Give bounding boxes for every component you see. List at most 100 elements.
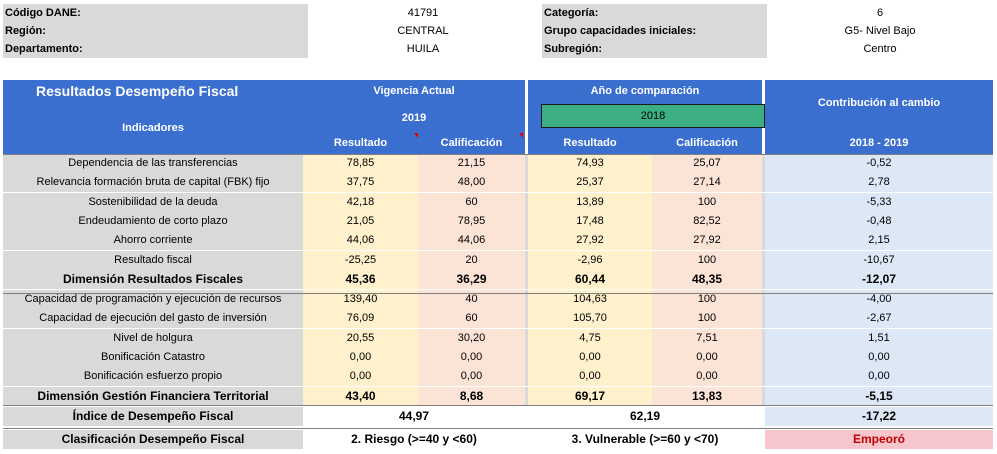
calificacion-2019: 60 xyxy=(418,192,525,212)
info-value: HUILA xyxy=(406,43,440,55)
resultado-2019: 76,09 xyxy=(303,309,418,329)
contribucion: 1,51 xyxy=(765,328,993,348)
info-value: Centro xyxy=(863,43,897,55)
resultado-2019: 21,05 xyxy=(303,211,418,231)
clasificacion-2018: 3. Vulnerable (>=60 y <70) xyxy=(528,430,762,449)
indice-row: Índice de Desempeño Fiscal 44,97 62,19 -… xyxy=(3,407,993,426)
info-row-region: Región: CENTRAL Grupo capacidades inicia… xyxy=(3,22,993,40)
table-row: Resultado fiscal -25,25 20 -2,96 100 -10,67 xyxy=(3,250,993,270)
table-row: Dependencia de las transferencias 78,85 21… xyxy=(3,154,993,173)
calificacion-2018: 0,00 xyxy=(652,348,762,367)
resultado-2018: 4,75 xyxy=(528,328,652,348)
column-gap xyxy=(525,269,528,289)
resultado-2019: 43,40 xyxy=(303,386,418,406)
contribucion: 2,15 xyxy=(765,231,993,251)
calificacion-2018: 100 xyxy=(652,192,762,212)
indicator-name: Dependencia de las transferencias xyxy=(3,154,303,173)
info-label: Código DANE: xyxy=(3,4,308,22)
calificacion-2018: 25,07 xyxy=(652,154,762,173)
info-label: Departamento: xyxy=(3,40,308,58)
calificacion-2019: 30,20 xyxy=(418,328,525,348)
calificacion-2019: 21,15 xyxy=(418,154,525,173)
resultado-2018: 69,17 xyxy=(528,386,652,406)
column-gap xyxy=(762,173,765,193)
calificacion-2019: 60 xyxy=(418,309,525,329)
info-label: Grupo capacidades iniciales: xyxy=(542,22,767,40)
contribucion: -0,48 xyxy=(765,211,993,231)
clasificacion-label: Clasificación Desempeño Fiscal xyxy=(3,430,303,449)
contribucion: -5,15 xyxy=(765,386,993,406)
calificacion-2019: 20 xyxy=(418,250,525,270)
indicator-name: Dimensión Resultados Fiscales xyxy=(3,269,303,289)
resultado-2018: 60,44 xyxy=(528,269,652,289)
calificacion-2019: 44,06 xyxy=(418,231,525,251)
contribucion: -0,52 xyxy=(765,154,993,173)
calificacion-2019: 8,68 xyxy=(418,386,525,406)
info-value: 41791 xyxy=(407,7,439,19)
info-row-departamento: Departamento: HUILA Subregión: Centro xyxy=(3,40,993,58)
table-row: Sostenibilidad de la deuda 42,18 60 13,89 10… xyxy=(3,192,993,212)
resultado-2018: -2,96 xyxy=(528,250,652,270)
resultado-2019: 44,06 xyxy=(303,231,418,251)
column-gap xyxy=(762,269,765,289)
indicadores-header: Indicadores xyxy=(122,122,184,134)
column-gap xyxy=(762,309,765,329)
contribucion: -5,33 xyxy=(765,192,993,212)
column-gap xyxy=(525,348,528,367)
comment-indicator-icon xyxy=(519,133,523,138)
table-row: Bonificación Catastro 0,00 0,00 0,00 0,00 0,0… xyxy=(3,348,993,367)
calificacion-2018: 27,92 xyxy=(652,231,762,251)
indicator-name: Endeudamiento de corto plazo xyxy=(3,211,303,231)
calificacion-2018: 27,14 xyxy=(652,173,762,193)
vigencia-year: 2019 xyxy=(401,112,427,124)
indicator-name: Sostenibilidad de la deuda xyxy=(3,192,303,212)
column-gap xyxy=(762,211,765,231)
resultado-2019: 20,55 xyxy=(303,328,418,348)
column-gap xyxy=(525,309,528,329)
calificacion-header-2: Calificación xyxy=(676,137,738,149)
column-gap xyxy=(525,154,528,173)
comparacion-year-box: 2018 xyxy=(541,104,765,128)
indice-value-2018: 62,19 xyxy=(528,407,762,426)
resultado-2019: 42,18 xyxy=(303,192,418,212)
column-gap xyxy=(762,290,765,310)
column-gap xyxy=(762,231,765,251)
calificacion-2018: 7,51 xyxy=(652,328,762,348)
calificacion-2018: 100 xyxy=(652,290,762,310)
column-gap xyxy=(525,367,528,387)
column-gap xyxy=(525,231,528,251)
comment-indicator-icon xyxy=(414,133,418,138)
divider xyxy=(3,154,993,155)
indicator-name: Dimensión Gestión Financiera Territorial xyxy=(3,386,303,406)
resultado-2018: 25,37 xyxy=(528,173,652,193)
info-value: G5- Nivel Bajo xyxy=(844,25,916,37)
indicator-name: Capacidad de programación y ejecución de… xyxy=(3,290,303,310)
comparacion-header: Año de comparación xyxy=(590,85,700,97)
calificacion-2018: 100 xyxy=(652,250,762,270)
resultado-2019: 45,36 xyxy=(303,269,418,289)
calificacion-2019: 0,00 xyxy=(418,348,525,367)
table-row: Relevancia formación bruta de capital (F… xyxy=(3,173,993,193)
calificacion-2019: 36,29 xyxy=(418,269,525,289)
contribucion: -4,00 xyxy=(765,290,993,310)
resultado-2019: 139,40 xyxy=(303,290,418,310)
column-gap xyxy=(762,367,765,387)
info-value: 6 xyxy=(876,7,884,19)
table-header xyxy=(3,80,993,154)
contribucion: -10,67 xyxy=(765,250,993,270)
divider xyxy=(3,428,993,429)
info-value: CENTRAL xyxy=(397,25,449,37)
calificacion-2019: 40 xyxy=(418,290,525,310)
indicator-name: Ahorro corriente xyxy=(3,231,303,251)
resultado-2018: 27,92 xyxy=(528,231,652,251)
table-row: Nivel de holgura 20,55 30,20 4,75 7,51 1,51 xyxy=(3,328,993,348)
divider xyxy=(3,405,993,406)
resultado-2018: 74,93 xyxy=(528,154,652,173)
column-gap xyxy=(525,386,528,406)
resultado-2019: 0,00 xyxy=(303,367,418,387)
resultado-2018: 105,70 xyxy=(528,309,652,329)
header-separator xyxy=(525,80,528,154)
calificacion-2019: 48,00 xyxy=(418,173,525,193)
column-gap xyxy=(525,173,528,193)
clasificacion-row: Clasificación Desempeño Fiscal 2. Riesgo… xyxy=(3,430,993,449)
